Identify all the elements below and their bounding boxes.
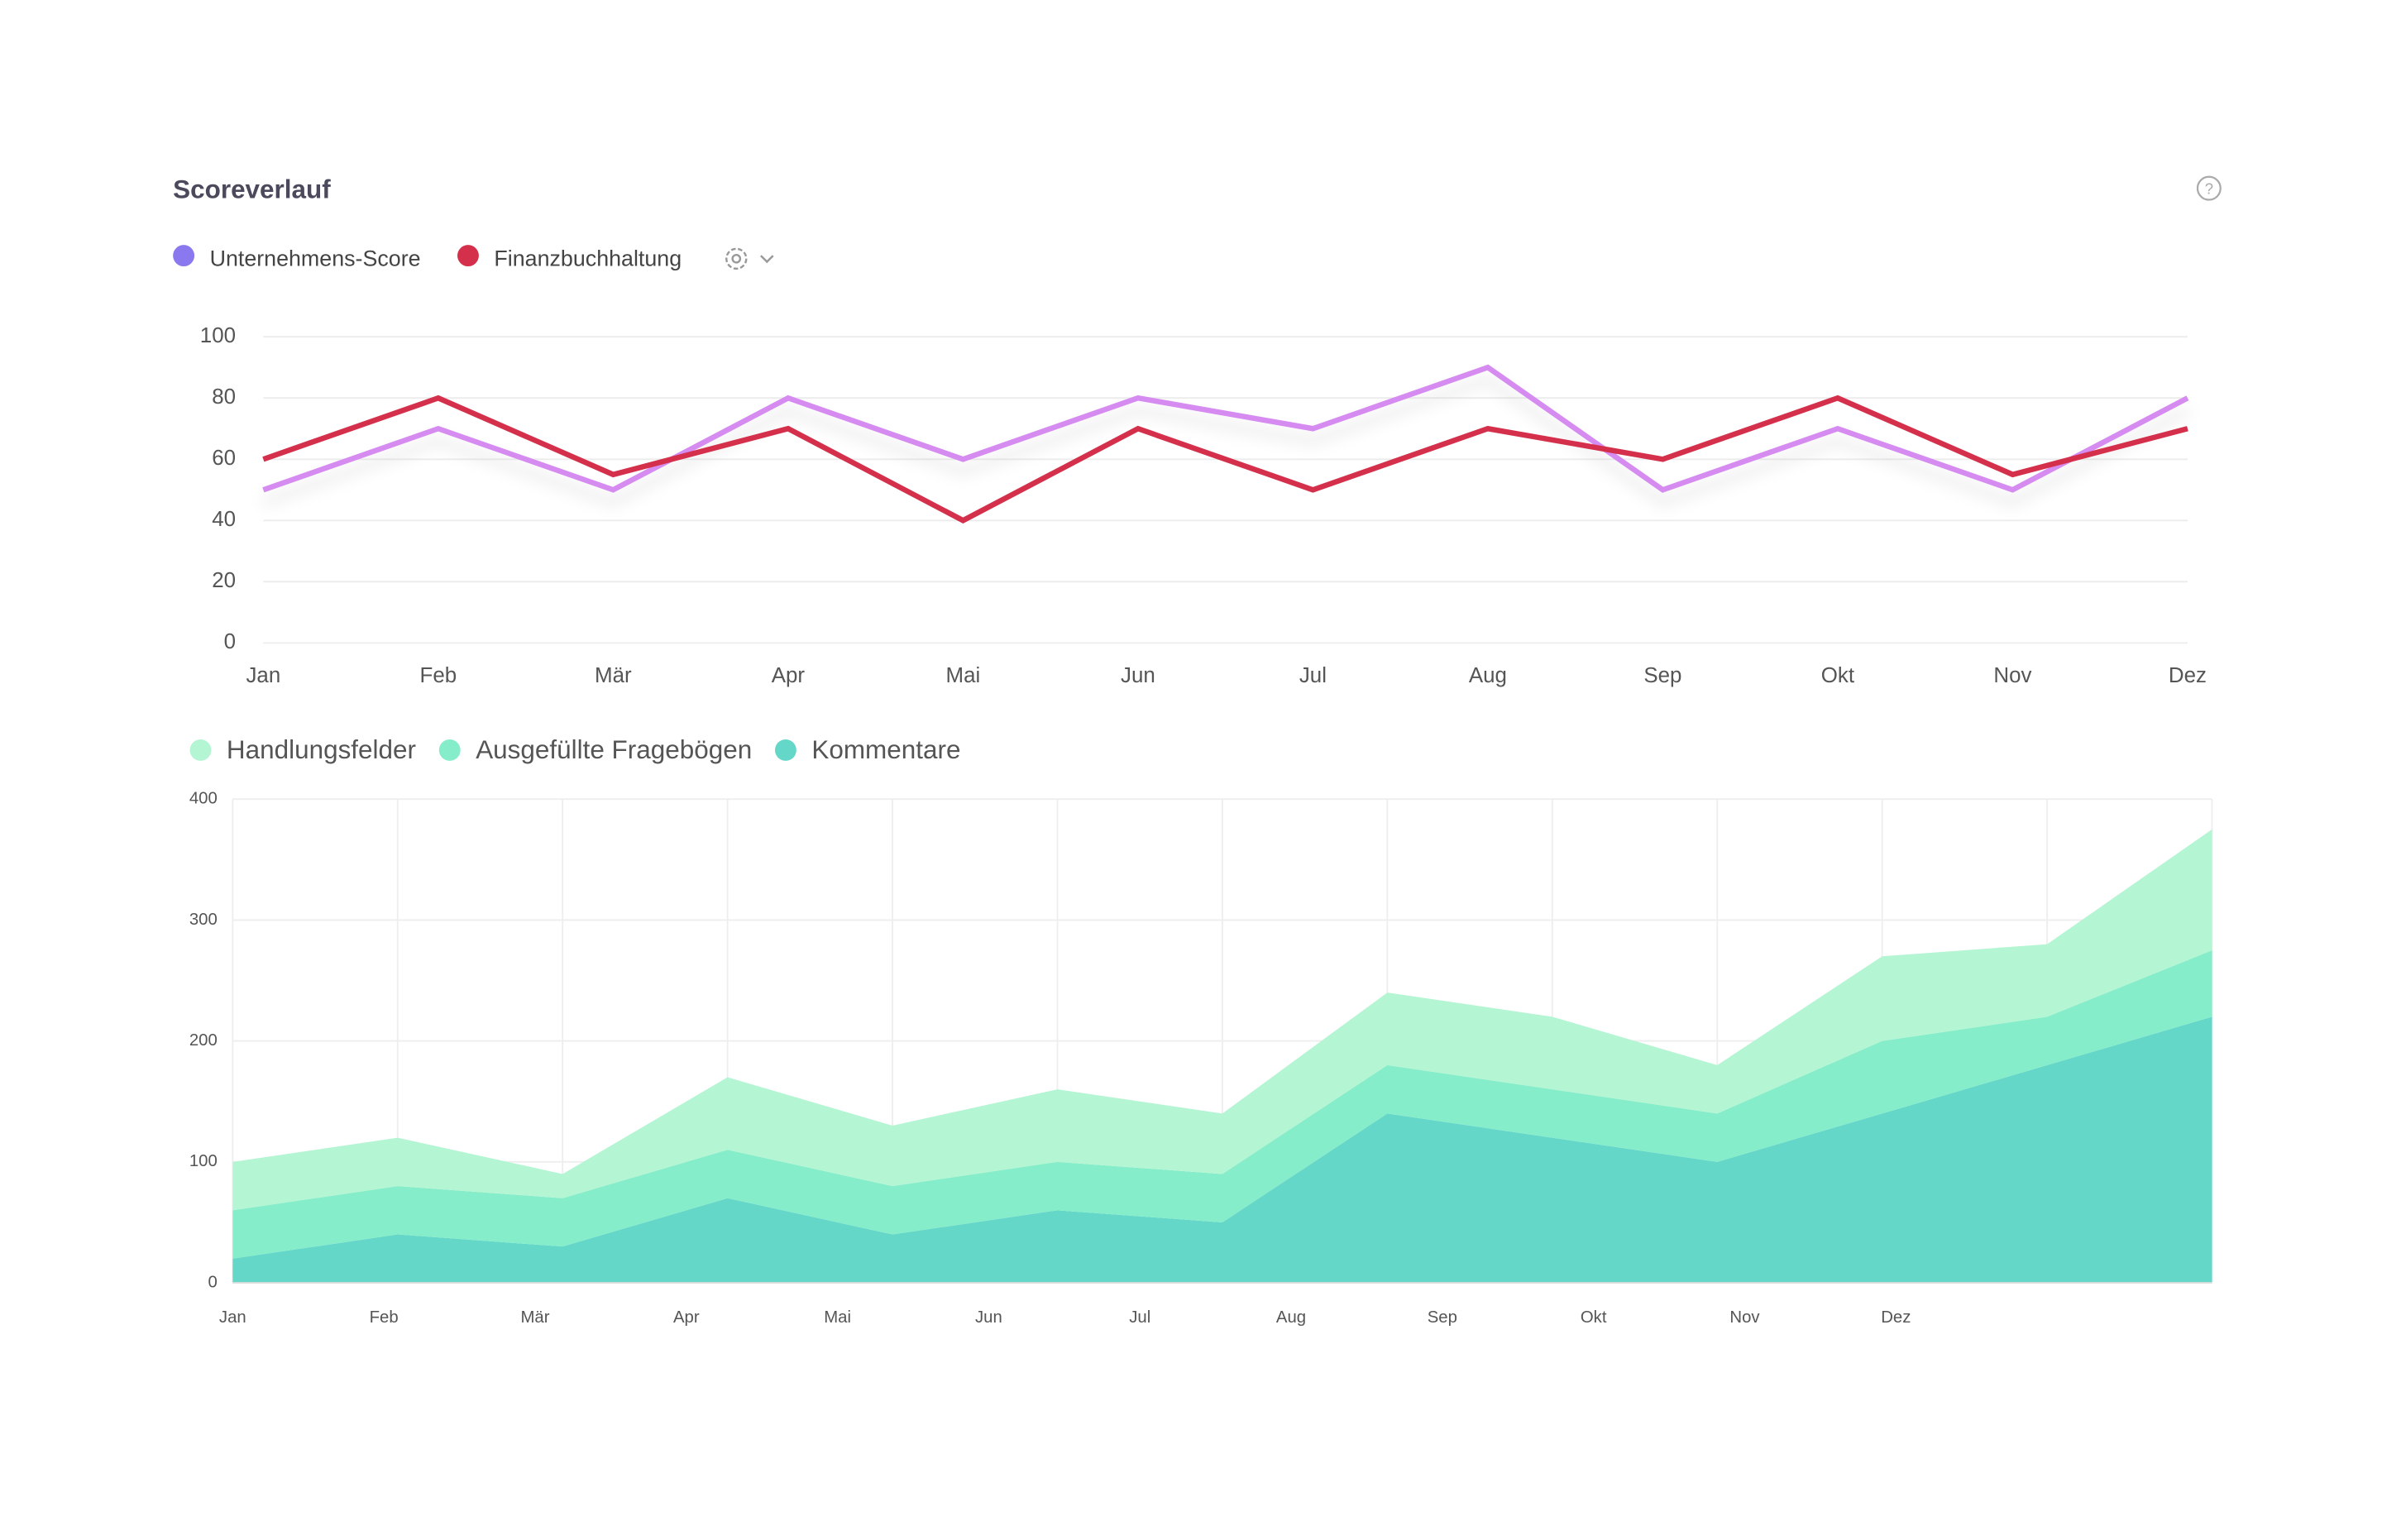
x-tick-label: Nov [1993,664,2031,687]
legend-dot [457,245,479,267]
y-tick-label: 0 [224,630,236,653]
legend-dot [173,245,195,267]
x-tick-label: Feb [420,664,457,687]
x-tick-label: Mai [946,664,981,687]
card-title: Scoreverlauf [173,175,331,204]
x-tick-label: Mär [595,664,632,687]
y-tick-label: 40 [212,508,236,531]
area-series [232,949,2212,1259]
x-tick-label: Jul [1299,664,1327,687]
svg-text:?: ? [2205,179,2213,197]
legend-dot [438,739,461,761]
y-tick-label: 400 [189,790,218,808]
area-series [232,1016,2212,1284]
help-icon[interactable]: ? [2196,175,2222,201]
settings-button[interactable] [725,247,774,270]
x-tick-label: Dez [1881,1308,1911,1327]
x-tick-label: Aug [1469,664,1507,687]
x-tick-label: Jan [246,664,280,687]
y-tick-label: 80 [212,385,236,409]
x-tick-label: Jun [1121,664,1155,687]
y-tick-label: 20 [212,569,236,592]
x-tick-label: Jan [219,1308,246,1327]
y-tick-label: 100 [189,1152,218,1170]
x-tick-label: Aug [1276,1308,1306,1327]
legend-dot [189,739,212,761]
x-tick-label: Mai [824,1308,851,1327]
legend-label[interactable]: Finanzbuchhaltung [494,246,682,271]
x-tick-label: Jun [975,1308,1002,1327]
y-tick-label: 100 [200,324,236,347]
x-tick-label: Jul [1129,1308,1150,1327]
line-series [262,364,2189,493]
y-tick-label: 300 [189,911,218,929]
y-tick-label: 0 [208,1273,218,1291]
x-tick-label: Apr [772,664,806,687]
line-series [262,395,2188,524]
x-tick-label: Feb [370,1308,399,1327]
x-tick-label: Dez [2169,664,2207,687]
y-tick-label: 200 [189,1031,218,1050]
area-series [232,829,2212,1211]
x-tick-label: Apr [673,1308,700,1327]
legend-label[interactable]: Ausgefüllte Fragebögen [476,735,752,764]
x-tick-label: Sep [1428,1308,1457,1327]
x-tick-label: Sep [1643,664,1681,687]
legend-label[interactable]: Unternehmens-Score [210,246,421,271]
y-tick-label: 60 [212,447,236,470]
legend-label[interactable]: Kommentare [811,735,960,764]
legend-label[interactable]: Handlungsfelder [227,735,416,764]
legend-dot [774,739,796,761]
x-tick-label: Mär [520,1308,549,1327]
x-tick-label: Okt [1581,1308,1607,1327]
x-tick-label: Nov [1729,1308,1760,1327]
x-tick-label: Okt [1821,664,1855,687]
